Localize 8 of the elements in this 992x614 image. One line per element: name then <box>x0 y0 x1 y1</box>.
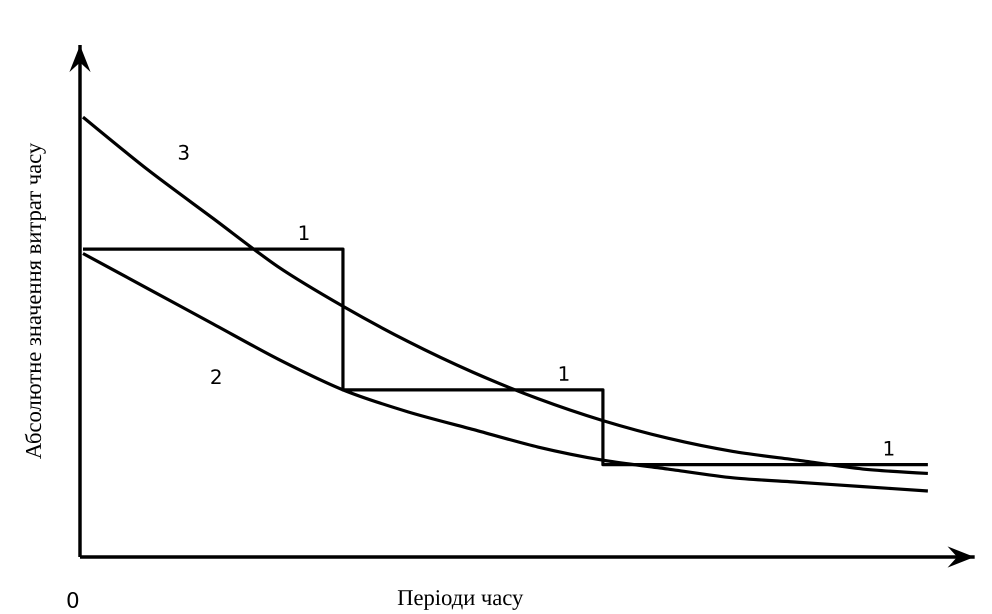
text: 0 <box>67 592 78 608</box>
x-axis-title: Періоди часу <box>398 590 524 610</box>
text: 1 <box>884 441 894 456</box>
series-label: 3 <box>178 144 188 160</box>
y-axis-title: Абсолютне значення витрат часу <box>24 142 46 459</box>
text: 1 <box>300 225 308 240</box>
series-label: 2 <box>211 369 221 384</box>
series-label: 1 <box>560 366 568 381</box>
